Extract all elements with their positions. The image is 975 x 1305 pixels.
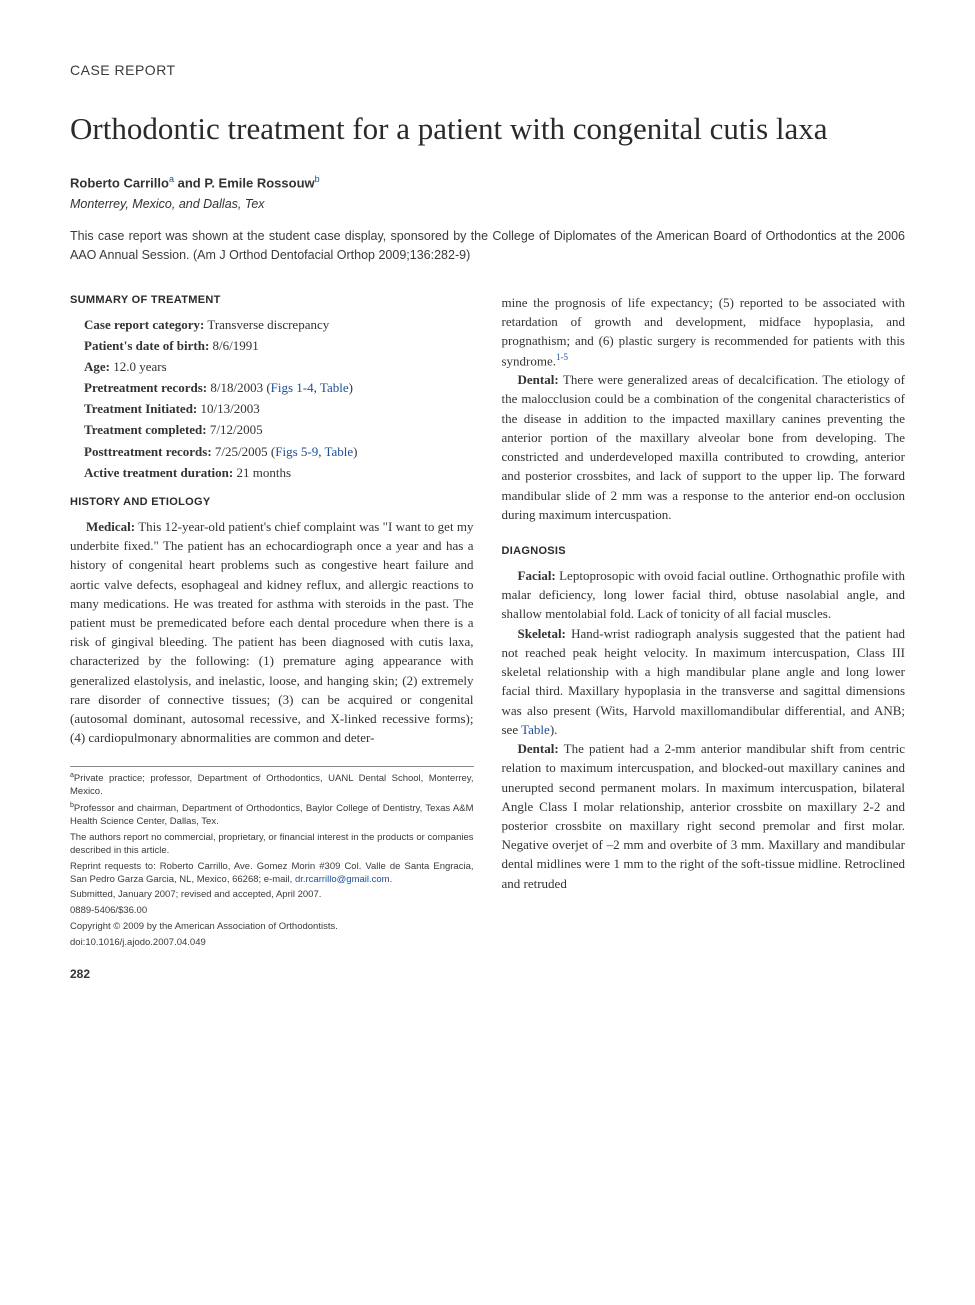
init-label: Treatment Initiated: xyxy=(84,401,197,416)
medical-body: This 12-year-old patient's chief complai… xyxy=(70,519,474,746)
table-link-1[interactable]: Table xyxy=(320,380,349,395)
comp-val: 7/12/2005 xyxy=(207,422,263,437)
author-1: Roberto Carrillo xyxy=(70,175,169,190)
authors-line: Roberto Carrilloa and P. Emile Rossouwb xyxy=(70,173,905,193)
reprint-email-link[interactable]: dr.rcarrillo@gmail.com xyxy=(295,874,390,885)
affiliation-line: Monterrey, Mexico, and Dallas, Tex xyxy=(70,195,905,213)
diag-facial-para: Facial: Leptoprosopic with ovoid facial … xyxy=(502,566,906,624)
section-label: CASE REPORT xyxy=(70,60,905,80)
dur-label: Active treatment duration: xyxy=(84,465,233,480)
abstract-note: This case report was shown at the studen… xyxy=(70,227,905,265)
summary-block: Case report category: Transverse discrep… xyxy=(70,315,474,483)
ref-1-5-link[interactable]: 1-5 xyxy=(556,352,568,362)
footnotes: aPrivate practice; professor, Department… xyxy=(70,766,474,950)
footnote-reprint: Reprint requests to: Roberto Carrillo, A… xyxy=(70,861,474,887)
cat-val: Transverse discrepancy xyxy=(204,317,329,332)
diag-dental-para: Dental: The patient had a 2-mm anterior … xyxy=(502,739,906,893)
cat-label: Case report category: xyxy=(84,317,204,332)
table-link-2[interactable]: Table xyxy=(324,444,353,459)
footnote-doi: doi:10.1016/j.ajodo.2007.04.049 xyxy=(70,937,474,950)
left-column: SUMMARY OF TREATMENT Case report categor… xyxy=(70,293,474,983)
table-link-3[interactable]: Table xyxy=(521,722,550,737)
comp-label: Treatment completed: xyxy=(84,422,207,437)
dob-val: 8/6/1991 xyxy=(209,338,258,353)
figs-5-9-link[interactable]: Figs 5-9 xyxy=(275,444,318,459)
diagnosis-head: DIAGNOSIS xyxy=(502,544,906,560)
page-number: 282 xyxy=(70,966,474,983)
facial-lead: Facial: xyxy=(518,568,556,583)
figs-1-4-link[interactable]: Figs 1-4 xyxy=(271,380,314,395)
summary-head: SUMMARY OF TREATMENT xyxy=(70,293,474,309)
medical-lead: Medical: xyxy=(86,519,135,534)
dob-label: Patient's date of birth: xyxy=(84,338,209,353)
diag-dental-lead: Dental: xyxy=(518,741,559,756)
diag-skeletal-para: Skeletal: Hand-wrist radiograph analysis… xyxy=(502,624,906,739)
history-medical-para: Medical: This 12-year-old patient's chie… xyxy=(70,517,474,748)
post-label: Posttreatment records: xyxy=(84,444,212,459)
skeletal-body: Hand-wrist radiograph analysis suggested… xyxy=(502,626,906,737)
init-val: 10/13/2003 xyxy=(197,401,259,416)
author-sup-b[interactable]: b xyxy=(315,174,320,184)
history-medical-cont: mine the prognosis of life expectancy; (… xyxy=(502,293,906,370)
dental-lead: Dental: xyxy=(518,372,559,387)
age-val: 12.0 years xyxy=(110,359,167,374)
footnote-disclaimer: The authors report no commercial, propri… xyxy=(70,832,474,858)
history-head: HISTORY AND ETIOLOGY xyxy=(70,495,474,511)
skeletal-lead: Skeletal: xyxy=(518,626,566,641)
right-column: mine the prognosis of life expectancy; (… xyxy=(502,293,906,983)
article-title: Orthodontic treatment for a patient with… xyxy=(70,110,905,149)
dental-body: There were generalized areas of decalcif… xyxy=(502,372,906,522)
pre-label: Pretreatment records: xyxy=(84,380,207,395)
post-val: 7/25/2005 ( xyxy=(212,444,276,459)
author-2: and P. Emile Rossouw xyxy=(174,175,315,190)
diag-dental-body: The patient had a 2-mm anterior mandibul… xyxy=(502,741,906,891)
footnote-copyright: Copyright © 2009 by the American Associa… xyxy=(70,921,474,934)
pre-val: 8/18/2003 ( xyxy=(207,380,271,395)
footnote-b: Professor and chairman, Department of Or… xyxy=(70,804,474,828)
age-label: Age: xyxy=(84,359,110,374)
footnote-submitted: Submitted, January 2007; revised and acc… xyxy=(70,889,474,902)
footnote-a: Private practice; professor, Department … xyxy=(70,773,474,797)
facial-body: Leptoprosopic with ovoid facial outline.… xyxy=(502,568,906,621)
dur-val: 21 months xyxy=(233,465,291,480)
two-column-layout: SUMMARY OF TREATMENT Case report categor… xyxy=(70,293,905,983)
history-dental-para: Dental: There were generalized areas of … xyxy=(502,370,906,524)
footnote-issn: 0889-5406/$36.00 xyxy=(70,905,474,918)
